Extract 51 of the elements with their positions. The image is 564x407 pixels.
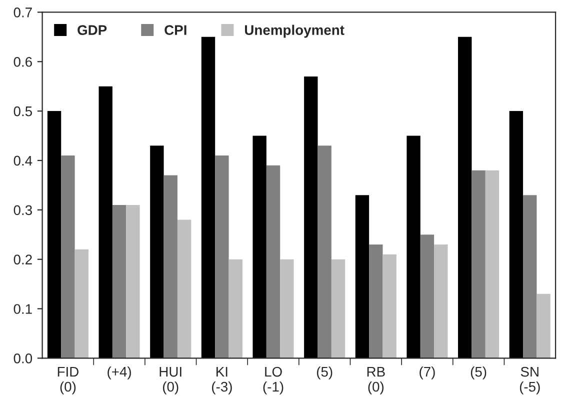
bar [485,170,500,358]
x-tick-label: LO (-1) [263,366,284,394]
bar [509,111,524,358]
bar [434,244,448,358]
y-tick-label: 0.6 [14,56,32,67]
y-tick-label: 0.0 [14,353,32,364]
x-tick-label: FID (0) [58,367,78,394]
x-tick-label: HUI (0) [160,367,182,394]
bar [228,259,242,358]
bar [472,170,486,358]
bar [304,76,318,358]
bar [215,156,229,358]
x-tick-label: (5) [470,366,486,380]
bar [382,254,396,358]
legend-label: GDP [78,25,107,35]
bar [355,195,370,358]
bar [61,156,75,358]
x-tick-label: (7) [420,366,435,380]
legend-label: Unemployment [244,24,344,38]
bar [280,259,294,358]
x-tick-label: RB (0) [367,367,385,394]
y-tick-label: 0.1 [14,304,32,314]
y-tick-label: 0.3 [14,205,32,216]
bar [458,36,472,358]
y-tick-label: 0.5 [14,106,32,116]
bar [420,234,434,358]
bar [126,204,140,358]
x-tick-label: (5) [316,366,332,380]
bar [369,244,383,358]
bar [47,111,62,358]
x-tick-label: (+4) [108,366,131,380]
bar [331,259,346,358]
bar [177,220,192,358]
bar [318,146,332,358]
bar [150,146,164,358]
bar [523,195,537,358]
bar [98,86,112,358]
bar [252,136,266,358]
x-tick-label: KI (-3) [212,367,232,394]
bar [74,249,88,358]
bar [406,136,420,358]
bar [164,175,178,358]
y-tick-label: 0.4 [14,156,32,166]
y-tick-label: 0.7 [14,8,32,18]
x-tick-label: SN (-5) [520,366,540,394]
legend-label: CPI [164,25,186,35]
bar [201,36,216,358]
bar [266,165,280,358]
bar [112,204,126,358]
bar [536,294,550,358]
y-tick-label: 0.2 [14,254,32,264]
